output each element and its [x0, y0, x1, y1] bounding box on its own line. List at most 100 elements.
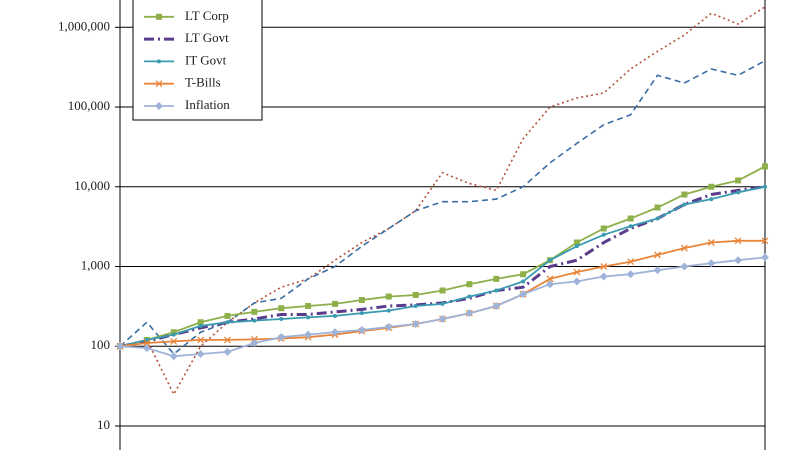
marker: [521, 279, 526, 284]
marker: [413, 303, 418, 308]
y-tick-label: 1,000,000: [58, 18, 110, 33]
marker: [735, 177, 742, 184]
marker: [628, 224, 633, 229]
marker: [438, 314, 447, 323]
marker: [357, 325, 366, 334]
marker: [333, 313, 337, 318]
marker: [492, 301, 501, 310]
marker: [412, 291, 419, 298]
marker: [411, 320, 420, 329]
legend-box: [132, 0, 263, 121]
series-line: [119, 256, 766, 358]
legend-marker: [157, 59, 161, 64]
marker: [358, 297, 365, 304]
marker: [306, 315, 311, 320]
marker: [601, 232, 606, 237]
marker: [197, 336, 205, 344]
marker: [682, 202, 687, 207]
marker: [707, 239, 715, 246]
marker: [440, 301, 445, 306]
marker: [277, 333, 286, 342]
marker: [359, 311, 364, 316]
marker: [572, 277, 581, 286]
marker: [142, 344, 151, 353]
legend-label: T-Bills: [185, 75, 221, 90]
marker: [680, 244, 688, 252]
marker: [655, 216, 660, 221]
marker: [709, 197, 714, 202]
marker: [143, 339, 151, 347]
y-tick-label: 100,000: [68, 98, 110, 113]
marker: [305, 302, 312, 309]
legend-label: LT Corp: [185, 8, 229, 23]
marker: [734, 256, 743, 265]
marker: [144, 337, 149, 342]
marker: [654, 204, 661, 211]
legend-label: LT Govt: [185, 30, 229, 45]
legend-marker: [155, 80, 163, 88]
marker: [736, 190, 741, 195]
marker: [198, 323, 203, 328]
marker: [734, 237, 742, 245]
marker: [762, 163, 768, 170]
legend-label: Inflation: [185, 97, 230, 112]
marker: [224, 336, 231, 344]
marker: [169, 352, 178, 361]
y-tick-label: 10: [97, 417, 110, 432]
marker: [763, 184, 767, 189]
marker: [681, 191, 688, 198]
marker: [251, 308, 258, 315]
y-tick-label: 10,000: [74, 178, 110, 193]
marker: [225, 320, 230, 325]
marker: [599, 272, 608, 281]
legend-marker: [156, 13, 162, 20]
marker: [494, 288, 499, 293]
marker: [116, 342, 124, 351]
marker: [385, 293, 392, 300]
marker: [680, 262, 689, 271]
marker: [707, 259, 716, 268]
marker: [170, 329, 177, 336]
marker: [546, 275, 554, 283]
marker: [548, 258, 552, 263]
marker: [520, 271, 527, 278]
marker: [466, 281, 473, 288]
marker: [627, 258, 635, 266]
marker: [331, 328, 339, 337]
marker: [467, 294, 472, 299]
marker: [250, 338, 259, 347]
marker: [519, 290, 528, 299]
marker: [171, 332, 176, 337]
marker: [573, 268, 581, 276]
marker: [761, 253, 769, 262]
legend-marker: [155, 102, 163, 110]
marker: [653, 266, 662, 275]
marker: [386, 308, 391, 313]
y-tick-label: 100: [91, 337, 111, 352]
marker: [708, 183, 715, 190]
marker: [279, 316, 284, 321]
series-line: [119, 239, 765, 348]
marker: [196, 349, 205, 358]
marker: [627, 215, 634, 222]
marker: [304, 330, 313, 339]
marker: [332, 300, 338, 307]
marker: [224, 312, 231, 319]
marker: [761, 237, 769, 245]
marker: [197, 319, 204, 326]
legend-label: IT Govt: [185, 52, 227, 67]
marker: [574, 244, 579, 249]
marker: [170, 337, 178, 345]
marker: [252, 318, 257, 323]
series-line: [119, 6, 766, 397]
marker: [278, 305, 285, 312]
marker: [573, 239, 580, 246]
marker: [465, 309, 474, 318]
marker: [626, 270, 635, 279]
marker: [223, 347, 232, 356]
marker: [600, 225, 607, 232]
marker: [654, 251, 661, 259]
marker: [546, 280, 554, 289]
marker: [384, 322, 393, 331]
